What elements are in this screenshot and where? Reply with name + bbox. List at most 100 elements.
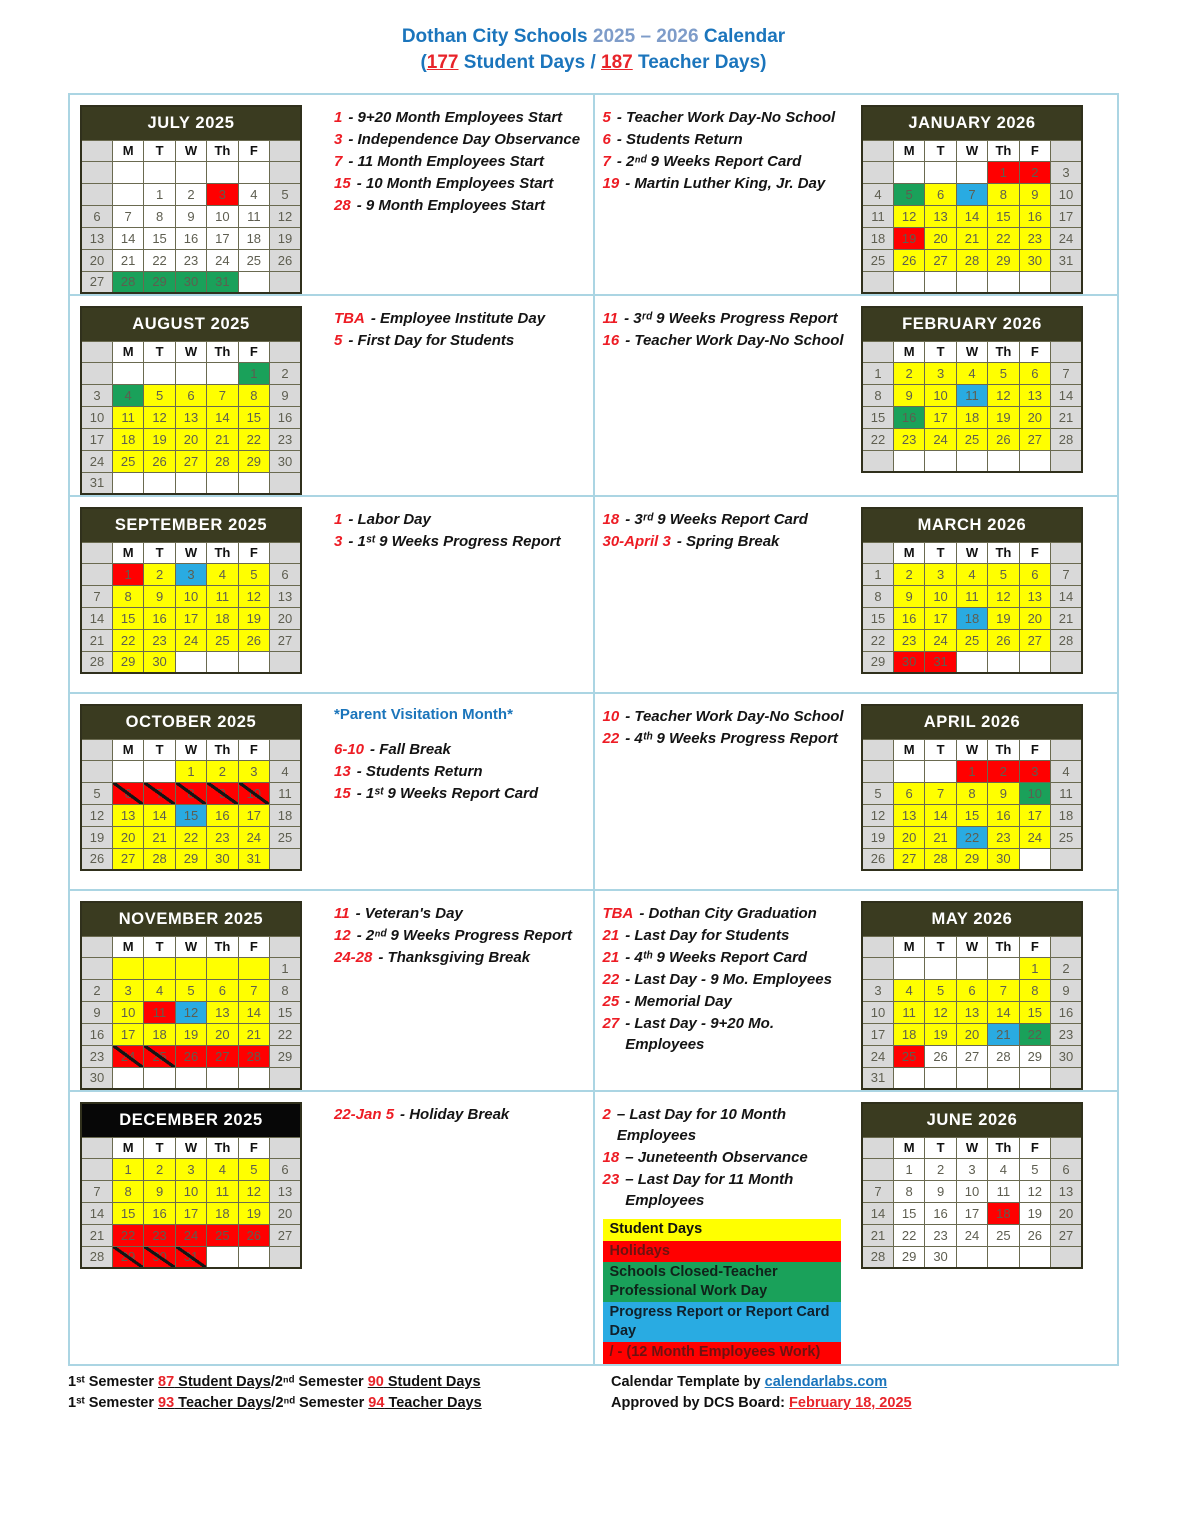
note-day: 6 [602,131,611,148]
empty-cell [924,449,957,473]
day-cell: 28 [924,847,957,871]
day-cell: 9 [143,1179,176,1203]
day-cell: 9 [892,584,926,608]
day-cell: 4 [892,978,926,1002]
day-cell: 29 [1018,1044,1052,1068]
day-header-t: T [924,541,957,564]
day-cell: 28 [237,1044,271,1068]
day-cell: 18 [955,405,989,429]
note-day: 21 [602,949,620,966]
day-cell: 30 [80,1066,113,1090]
day-cell: 24 [174,628,208,652]
empty-cell [861,956,894,980]
note-text: - Students Return [616,131,743,148]
day-header-w: W [174,139,208,162]
note-item: 23 – Last Day for 11 Month Employees [603,1169,852,1211]
note-item: 1 - Labor Day [334,509,585,530]
day-header-f: F [1018,1136,1052,1159]
note-text: - Veteran's Day [355,905,463,922]
day-cell: 6 [892,781,926,805]
day-header-blank [861,738,894,761]
day-cell: 6 [269,1157,302,1181]
day-cell: 24 [206,248,239,272]
day-cell: 18 [1050,803,1083,827]
day-cell: 10 [80,405,113,429]
day-header-th: Th [987,1136,1020,1159]
day-cell: 11 [206,584,239,608]
calendarlabs-link[interactable]: calendarlabs.com [764,1373,888,1390]
empty-cell [269,160,302,184]
notes-january-2026: 5 - Teacher Work Day-No School 6 - Students… [603,105,852,195]
day-cell: 12 [861,803,894,827]
day-cell: 7 [206,383,239,407]
day-cell: 28 [1050,628,1083,652]
day-cell: 10 [861,1000,894,1024]
empty-cell [174,956,208,980]
day-header-blank [269,738,302,761]
day-cell: 1 [892,1157,926,1181]
note-item: 30-April 3 - Spring Break [603,531,852,552]
note-item: 6 - Students Return [603,129,852,150]
day-cell: 23 [924,1223,957,1247]
day-cell: 27 [269,1223,302,1247]
empty-cell [80,1157,113,1181]
day-cell: 5 [269,182,302,206]
month-title-october-2025: OCTOBER 2025 [81,705,301,739]
day-cell: 3 [174,1157,208,1181]
day-cell: 25 [1050,825,1083,849]
note-text: - 1ˢᵗ 9 Weeks Progress Report [348,533,561,550]
day-cell: 24 [924,427,957,451]
day-cell: 30 [924,1245,957,1269]
day-cell: 18 [237,226,271,250]
empty-cell [206,650,239,674]
day-cell: 18 [206,1201,239,1225]
day-cell: 29 [955,847,989,871]
day-cell: 11 [143,1000,176,1024]
day-cell: 11 [892,1000,926,1024]
day-cell: 7 [80,584,113,608]
day-cell: 31 [924,650,957,674]
day-header-m: M [892,541,926,564]
semester-label-2: 1ˢᵗ Semester [68,1394,159,1411]
day-cell: 28 [861,1245,894,1269]
day-cell: 12 [1018,1179,1052,1203]
day-cell: 5 [1018,1157,1052,1181]
notes-june-2026: 2 – Last Day for 10 Month Employees 18 – Ju… [602,1102,852,1364]
empty-cell [1018,847,1052,871]
note-text: - Labor Day [348,511,431,528]
day-cell: 14 [80,606,113,630]
empty-cell [206,956,239,980]
footer: 1ˢᵗ Semester 87 Student Days/2ⁿᵈ Semeste… [68,1372,1119,1414]
day-cell: 1 [111,1157,145,1181]
note-item: 22-Jan 5 - Holiday Break [334,1104,585,1125]
day-header-f: F [1018,340,1052,363]
title-paren: ( [420,51,427,73]
day-header-w: W [955,1136,989,1159]
day-header-blank [80,139,113,162]
notes-may-2026: TBA - Dothan City Graduation 21 - Last Day … [603,901,852,1056]
month-panel-february-2026: 11- 3ʳᵈ 9 Weeks Progress Report 16- Teach… [593,295,1118,496]
note-day: 22 [602,971,620,988]
day-header-m: M [111,541,145,564]
day-cell: 10 [1018,781,1052,805]
note-text: - 1ˢᵗ 9 Weeks Report Card [356,785,539,802]
day-header-t: T [143,935,176,958]
day-header-blank [1050,541,1083,564]
note-item: 22 - 4ᵗʰ 9 Weeks Progress Report [603,728,852,749]
day-cell: 30 [206,847,239,871]
day-cell: 3 [111,978,145,1002]
empty-cell [111,160,145,184]
day-cell: 3 [1050,160,1083,184]
note-day: 11 [334,905,350,922]
day-cell: 21 [987,1022,1020,1046]
note-text: - Holiday Break [400,1106,510,1123]
note-day: 24-28 [334,949,373,966]
day-cell: 23 [143,628,176,652]
semester-label: 1ˢᵗ Semester [68,1373,159,1390]
day-header-m: M [111,738,145,761]
empty-cell [206,1066,239,1090]
day-cell: 10 [174,1179,208,1203]
note-header: *Parent Visitation Month* [334,706,513,723]
day-cell: 15 [111,606,145,630]
empty-cell [924,270,957,294]
